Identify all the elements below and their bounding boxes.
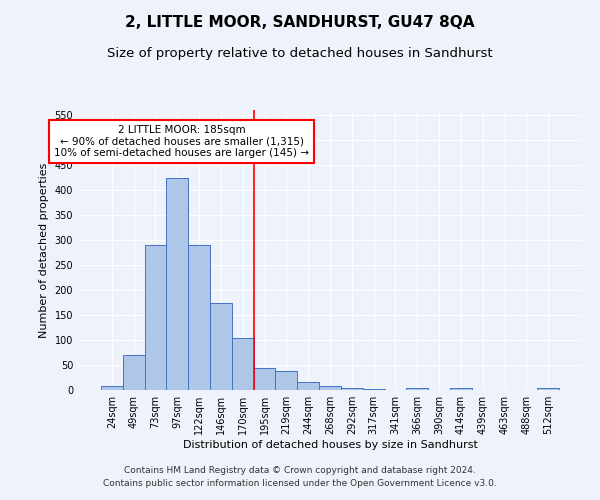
Bar	[319, 386, 341, 390]
X-axis label: Distribution of detached houses by size in Sandhurst: Distribution of detached houses by size …	[182, 440, 478, 450]
Bar	[297, 382, 319, 390]
Bar	[363, 389, 385, 390]
Bar	[275, 371, 297, 390]
Bar	[232, 338, 254, 390]
Y-axis label: Number of detached properties: Number of detached properties	[39, 162, 49, 338]
Bar	[450, 388, 472, 390]
Bar	[254, 368, 275, 390]
Bar	[101, 386, 123, 390]
Text: 2 LITTLE MOOR: 185sqm
← 90% of detached houses are smaller (1,315)
10% of semi-d: 2 LITTLE MOOR: 185sqm ← 90% of detached …	[54, 125, 309, 158]
Bar	[166, 178, 188, 390]
Bar	[537, 388, 559, 390]
Text: Contains HM Land Registry data © Crown copyright and database right 2024.
Contai: Contains HM Land Registry data © Crown c…	[103, 466, 497, 487]
Text: 2, LITTLE MOOR, SANDHURST, GU47 8QA: 2, LITTLE MOOR, SANDHURST, GU47 8QA	[125, 15, 475, 30]
Bar	[123, 355, 145, 390]
Bar	[406, 388, 428, 390]
Bar	[341, 388, 363, 390]
Bar	[188, 245, 210, 390]
Bar	[145, 245, 166, 390]
Bar	[210, 302, 232, 390]
Text: Size of property relative to detached houses in Sandhurst: Size of property relative to detached ho…	[107, 48, 493, 60]
